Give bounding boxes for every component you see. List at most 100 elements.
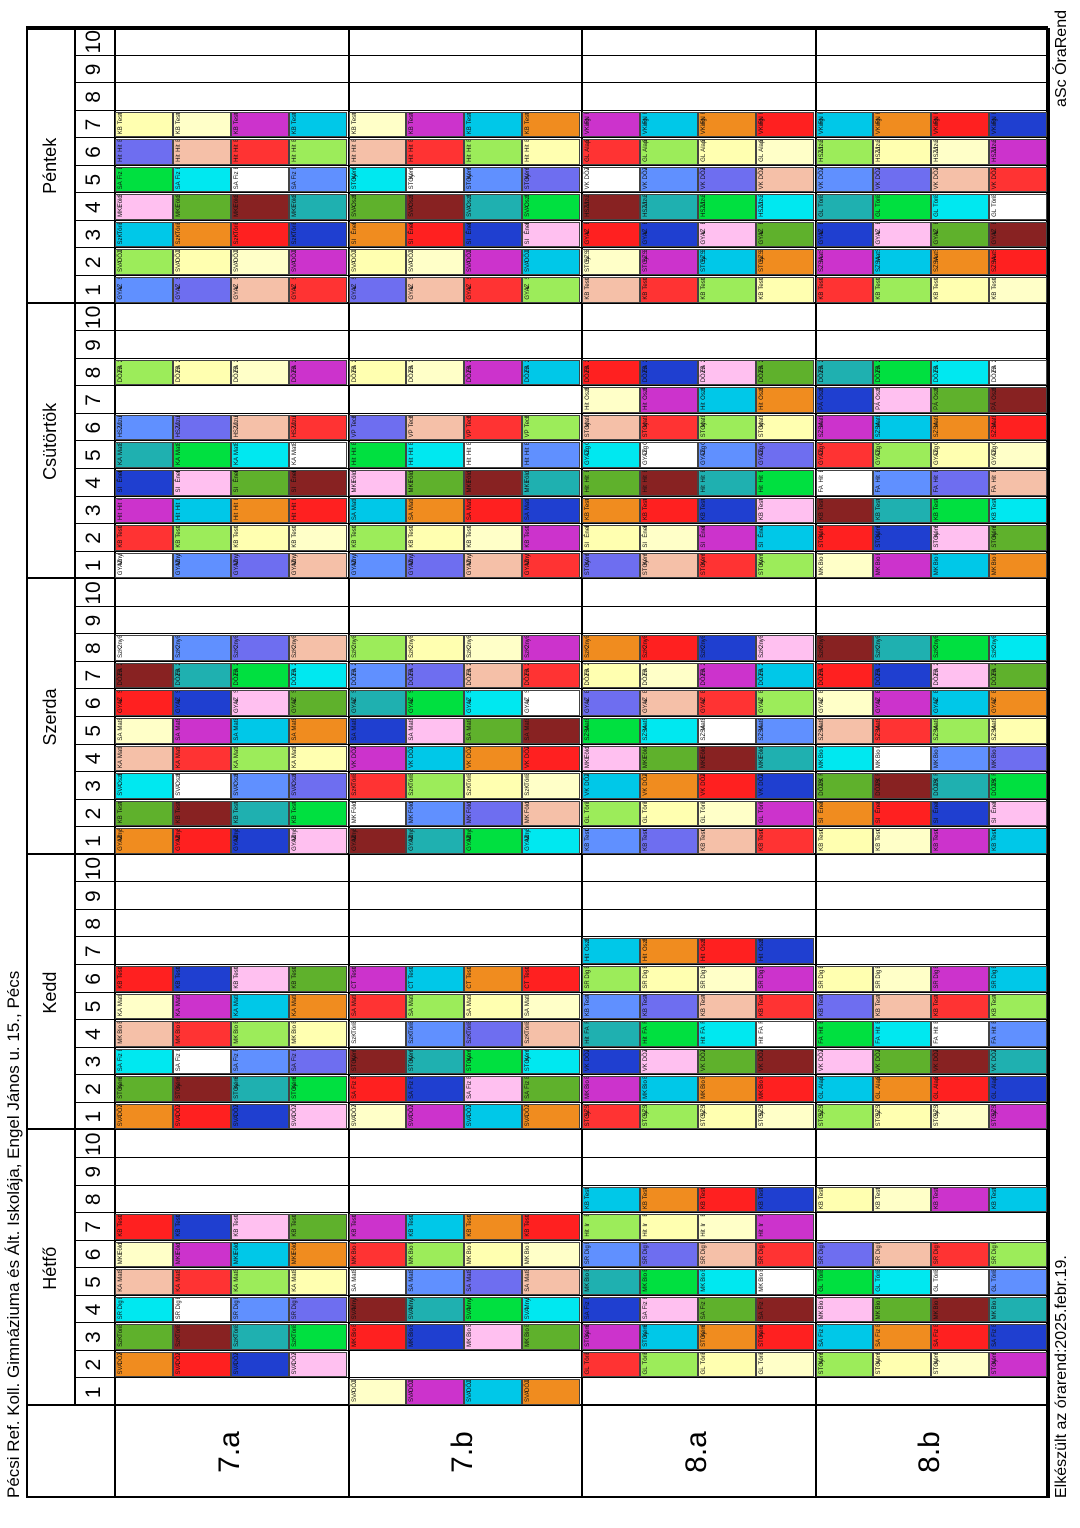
lesson-cell[interactable]: SIÉnekB219 <box>406 221 465 248</box>
lesson-cell[interactable]: KBTestCs1 <box>348 525 407 551</box>
lesson-cell[interactable]: GYAZIrB217 <box>931 221 990 248</box>
lesson-cell[interactable]: STGyKémB203 <box>172 1076 231 1102</box>
lesson-cell[interactable]: MKBioB217 <box>873 1296 932 1323</box>
lesson-cell[interactable]: DÖZSVKFE <box>989 773 1047 799</box>
lesson-cell[interactable]: SAFizB221 <box>522 1076 580 1102</box>
lesson-cell[interactable]: KBTestCs1 <box>815 993 874 1020</box>
lesson-cell[interactable]: SZSAMatB217 <box>873 718 932 744</box>
lesson-cell[interactable]: SAMatB221 <box>464 497 523 524</box>
lesson-cell[interactable]: FAHitB044 <box>873 469 932 496</box>
lesson-cell[interactable]: SRDigB109 <box>931 966 990 992</box>
lesson-cell[interactable]: VKDÖZSPA <box>873 166 932 193</box>
lesson-cell[interactable]: MKBioB217 <box>815 1296 874 1323</box>
lesson-cell[interactable]: SZSAMatB217 <box>989 414 1047 441</box>
lesson-cell[interactable]: KBTestB220 <box>815 1186 874 1213</box>
lesson-cell[interactable]: MKBioB220 <box>639 1269 698 1295</box>
lesson-cell[interactable]: KBTestCT <box>348 111 407 138</box>
lesson-cell[interactable]: KAMatB219 <box>230 1269 289 1295</box>
lesson-cell[interactable]: STGyKémB203 <box>115 1076 173 1102</box>
lesson-cell[interactable]: STGySZSAMat <box>639 1103 698 1130</box>
lesson-cell[interactable]: DÖZSFA2ny <box>348 359 407 386</box>
lesson-cell[interactable]: SAMatB221 <box>406 1269 465 1295</box>
lesson-cell[interactable]: SVAOszfB219 <box>522 194 580 220</box>
lesson-cell[interactable]: MKBioB220 <box>582 1076 640 1102</box>
lesson-cell[interactable]: SVADÖZSVK <box>115 249 173 276</box>
lesson-cell[interactable]: SAFizB217 <box>873 1324 932 1350</box>
lesson-cell[interactable]: DÖZSFA2ny <box>288 359 347 386</box>
lesson-cell[interactable]: VKingFNFN <box>582 111 640 138</box>
lesson-cell[interactable]: SRDigB109 <box>989 1241 1047 1268</box>
lesson-cell[interactable]: CTTestCs2 <box>348 966 407 992</box>
lesson-cell[interactable]: GYAZMnySR <box>172 828 231 854</box>
lesson-cell[interactable]: KBTestCs1 <box>582 993 640 1020</box>
lesson-cell[interactable]: KAMatB219 <box>288 442 347 468</box>
lesson-cell[interactable]: SIÉnekB219 <box>522 221 580 248</box>
lesson-cell[interactable]: GYAZIrB217 <box>697 221 756 248</box>
lesson-cell[interactable]: STGyKémB203 <box>348 1048 407 1075</box>
lesson-cell[interactable]: MKFöldrB221 <box>464 800 523 827</box>
lesson-cell[interactable]: KBTestCT <box>931 828 990 854</box>
lesson-cell[interactable]: VKDÖZSPA <box>582 773 640 799</box>
lesson-cell[interactable]: SAMatB221 <box>288 718 347 744</box>
lesson-cell[interactable]: DÖZSFA2ny <box>931 662 990 689</box>
lesson-cell[interactable]: MKBioB219 <box>172 1021 231 1047</box>
lesson-cell[interactable]: SZSAMatB217 <box>931 718 990 744</box>
lesson-cell[interactable]: SAFizB203 <box>697 1296 756 1323</box>
lesson-cell[interactable]: HitFAFA <box>755 1021 814 1047</box>
lesson-cell[interactable]: SVADÖZSVK <box>230 1351 289 1378</box>
lesson-cell[interactable]: SVADÖZSVK <box>230 249 289 276</box>
lesson-cell[interactable]: GLTöriB217 <box>931 194 990 220</box>
lesson-cell[interactable]: VKDÖZSPA <box>989 1048 1047 1075</box>
lesson-cell[interactable]: STGyKémB203 <box>697 552 756 579</box>
lesson-cell[interactable]: DÖZSVKFE <box>931 773 990 799</box>
lesson-cell[interactable]: SRDigB109 <box>931 1241 990 1268</box>
lesson-cell[interactable]: STGyKémB203 <box>582 552 640 579</box>
lesson-cell[interactable]: KBTestB220 <box>582 1186 640 1213</box>
lesson-cell[interactable]: VKDÖZSPÁ <box>582 166 640 193</box>
lesson-cell[interactable]: SzKTöriB221 <box>348 773 407 799</box>
lesson-cell[interactable]: KBTestCT <box>873 828 932 854</box>
lesson-cell[interactable]: MKBioB217 <box>931 552 990 579</box>
lesson-cell[interactable]: DÖZSVKFE <box>815 773 874 799</box>
lesson-cell[interactable]: SAFizB217 <box>931 1324 990 1350</box>
lesson-cell[interactable]: FAHitB217 <box>815 1021 874 1047</box>
lesson-cell[interactable]: GYAZIrB217 <box>639 221 698 248</box>
lesson-cell[interactable]: SAFizB217 <box>815 1324 874 1350</box>
lesson-cell[interactable]: SZSAMatB217 <box>755 718 814 744</box>
lesson-cell[interactable]: STGyKémB203 <box>522 166 580 193</box>
lesson-cell[interactable]: VKDÖZSPÁ <box>697 166 756 193</box>
lesson-cell[interactable]: MKEFöldrB221 <box>522 469 580 496</box>
lesson-cell[interactable]: STGyKémB203 <box>348 166 407 193</box>
lesson-cell[interactable]: SzKTöriB219 <box>172 1324 231 1350</box>
lesson-cell[interactable]: HSZJVizuB219 <box>230 414 289 441</box>
lesson-cell[interactable]: KBTestCs1 <box>931 497 990 524</box>
lesson-cell[interactable]: DÖZSFA2ny <box>230 359 289 386</box>
lesson-cell[interactable]: MKBioB217 <box>815 552 874 579</box>
lesson-cell[interactable]: HitFAFA <box>582 1021 640 1047</box>
lesson-cell[interactable]: VKDÖZSFE <box>406 745 465 772</box>
lesson-cell[interactable]: GLAlapB217 <box>639 139 698 165</box>
lesson-cell[interactable]: FAHitB044 <box>815 469 874 496</box>
lesson-cell[interactable]: SZSAMatB217 <box>815 718 874 744</box>
lesson-cell[interactable]: GLTöriB220 <box>639 800 698 827</box>
lesson-cell[interactable]: STGySZSASA <box>697 249 756 276</box>
lesson-cell[interactable]: MKBioB217 <box>931 1296 990 1323</box>
lesson-cell[interactable]: PÁOsztfB217 <box>815 387 874 413</box>
lesson-cell[interactable]: SVADÖZSVK <box>230 1103 289 1130</box>
lesson-cell[interactable]: MKEFöldrB220 <box>639 745 698 772</box>
lesson-cell[interactable]: STGyKémB203 <box>406 1048 465 1075</box>
lesson-cell[interactable]: GYAZDigC23 <box>989 442 1047 468</box>
lesson-cell[interactable]: KBTestCT <box>639 277 698 303</box>
lesson-cell[interactable]: DÖZSFA2ny <box>464 359 523 386</box>
lesson-cell[interactable]: GYAZMnySR <box>288 828 347 854</box>
lesson-cell[interactable]: SVADÖZSVK <box>348 1379 407 1405</box>
lesson-cell[interactable]: GLTöriB220 <box>755 800 814 827</box>
lesson-cell[interactable]: VKDÖZSPA <box>755 773 814 799</box>
